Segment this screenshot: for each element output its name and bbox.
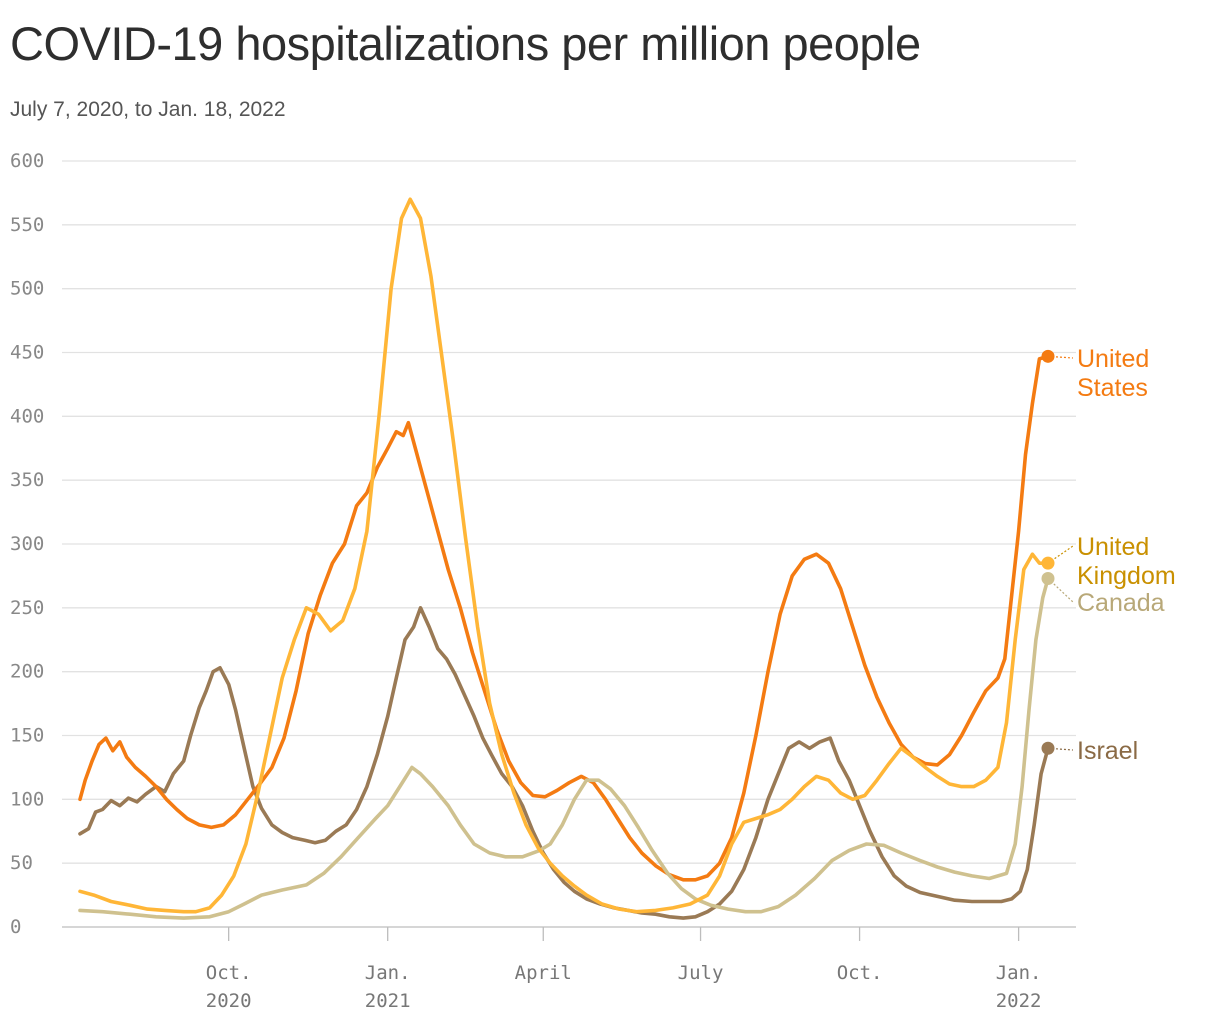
y-axis: 0 50 100 150 200 250 300 350 400 450 500 550 600 [10,150,44,938]
y-tick-label: 200 [10,661,44,683]
y-tick-label: 500 [10,278,44,300]
series-label: States [1077,374,1148,402]
y-tick-label: 450 [10,342,44,364]
x-tick-label: Jan. [365,962,411,984]
x-tick-label: April [515,962,572,984]
series-label: Kingdom [1077,562,1176,590]
y-tick-label: 300 [10,533,44,555]
x-tick-label: Oct. [837,962,883,984]
y-tick-label: 150 [10,725,44,747]
x-tick-label: Oct. [206,962,252,984]
y-tick-label: 250 [10,597,44,619]
series-lines [78,197,1050,920]
x-axis: Oct. 2020 Jan. 2021 April July Oct. Jan. 2022 [206,927,1042,1012]
x-tick-label: 2020 [206,990,252,1012]
y-tick-label: 600 [10,150,44,172]
series-line [78,576,1050,920]
chart-title: COVID-19 hospitalizations per million pe… [10,17,921,70]
series-end-marker [1041,571,1055,585]
x-tick-label: 2021 [365,990,411,1012]
series-end-marker [1041,556,1055,570]
y-tick-label: 400 [10,405,44,427]
y-tick-label: 550 [10,214,44,236]
series-label: United [1077,345,1149,373]
series-line [78,606,1050,920]
series-label: Canada [1077,589,1165,617]
series-line [78,354,1050,882]
series-line [78,197,1050,914]
x-tick-label: 2022 [996,990,1042,1012]
chart-subtitle: July 7, 2020, to Jan. 18, 2022 [10,98,286,121]
series-label: United [1077,533,1149,561]
x-tick-label: Jan. [996,962,1042,984]
series-end-marker [1041,349,1055,363]
gridlines [62,160,1076,928]
series-label: Israel [1077,737,1138,765]
y-tick-label: 50 [10,852,33,874]
y-tick-label: 350 [10,469,44,491]
x-tick-label: July [678,962,724,984]
series-end-marker [1041,741,1055,755]
y-tick-label: 0 [10,916,21,938]
y-tick-label: 100 [10,788,44,810]
